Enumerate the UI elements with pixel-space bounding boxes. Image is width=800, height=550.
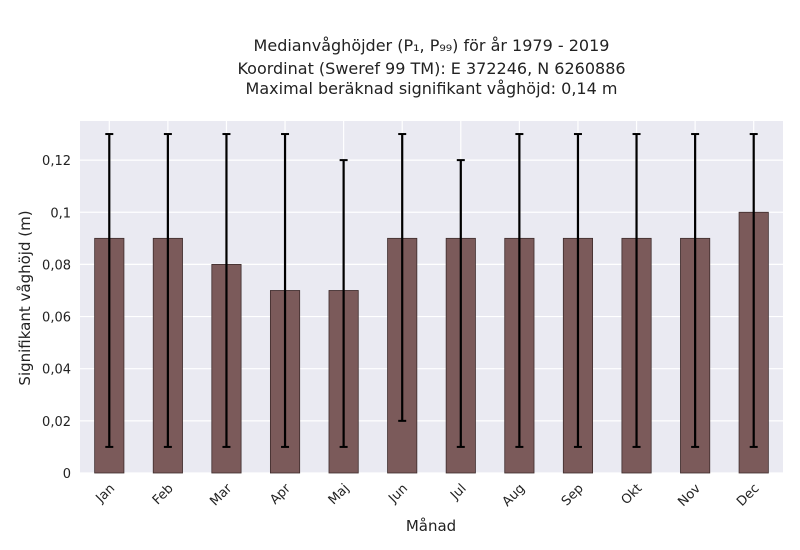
- x-tick-label: Sep: [559, 481, 587, 509]
- y-tick-label: 0,1: [50, 206, 71, 221]
- x-tick-label: Aug: [500, 481, 529, 510]
- x-tick-label: Nov: [675, 481, 704, 510]
- y-tick-label: 0: [63, 467, 71, 482]
- y-tick-label: 0,02: [42, 415, 71, 430]
- error-bars: [105, 133, 758, 448]
- y-axis-ticks: 0 0,02 0,04 0,06 0,08 0,1 0,12: [42, 154, 71, 482]
- x-tick-label: Jan: [93, 481, 118, 506]
- chart-title-line-3: Maximal beräknad signifikant våghöjd: 0,…: [245, 79, 618, 98]
- chart-title-line-2: Koordinat (Sweref 99 TM): E 372246, N 62…: [237, 59, 626, 78]
- x-tick-label: Apr: [267, 481, 294, 508]
- y-tick-label: 0,06: [42, 311, 71, 326]
- plot-area: [80, 121, 783, 473]
- x-axis-label: Månad: [406, 517, 456, 535]
- chart-title-line-1: Medianvåghöjder (P₁, P₉₉) för år 1979 - …: [253, 36, 610, 55]
- x-tick-label: Jul: [447, 481, 469, 503]
- x-tick-label: Feb: [150, 481, 177, 508]
- x-axis-ticks: Jan Feb Mar Apr Maj Jun Jul Aug Sep Okt Nov Dec: [93, 481, 763, 510]
- x-tick-label: Jun: [385, 481, 411, 507]
- x-tick-label: Dec: [734, 481, 762, 509]
- x-tick-label: Mar: [207, 481, 235, 509]
- y-axis-label: Signifikant våghöjd (m): [16, 210, 34, 385]
- y-tick-label: 0,12: [42, 154, 71, 169]
- x-tick-label: Okt: [619, 481, 646, 508]
- x-tick-label: Maj: [326, 481, 353, 508]
- y-tick-label: 0,04: [42, 363, 71, 378]
- y-tick-label: 0,08: [42, 258, 71, 273]
